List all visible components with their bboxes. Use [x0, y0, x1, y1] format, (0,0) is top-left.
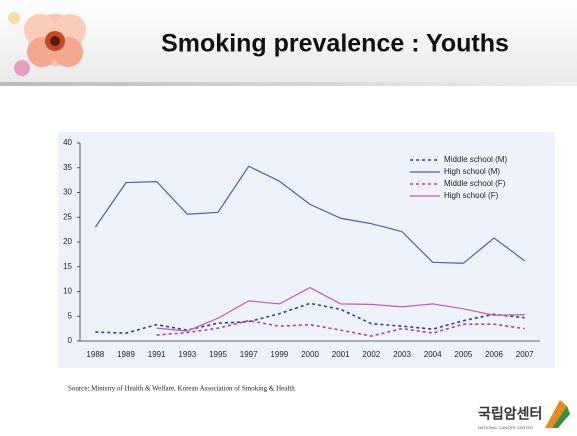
x-tick-label: 2002: [362, 350, 380, 359]
legend-label: High school (F): [444, 191, 499, 200]
y-tick-label: 0: [68, 336, 73, 345]
y-tick-label: 5: [68, 311, 73, 320]
chart-title: Smoking prevalence : Youths: [161, 30, 509, 58]
source-note: Source: Ministry of Health & Welfare, Ko…: [68, 385, 295, 393]
header-rule: [0, 82, 577, 86]
y-tick-label: 40: [63, 138, 72, 147]
x-tick-label: 2004: [424, 350, 442, 359]
x-tick-label: 1991: [148, 350, 166, 359]
y-tick-label: 20: [63, 237, 72, 246]
x-tick-label: 1989: [117, 350, 135, 359]
logo-mark: [545, 400, 570, 428]
x-tick-label: 2000: [301, 350, 319, 359]
y-tick-label: 10: [63, 287, 72, 296]
x-tick-label: 1999: [270, 350, 288, 359]
chart-area: [58, 132, 555, 368]
y-tick-label: 25: [63, 212, 72, 221]
series-line: [156, 319, 525, 337]
x-tick-label: 1997: [240, 350, 258, 359]
x-tick-label: 1993: [178, 350, 196, 359]
y-tick-label: 35: [63, 163, 72, 172]
x-tick-label: 2001: [332, 350, 350, 359]
series-line: [156, 286, 525, 332]
y-tick-label: 15: [63, 262, 72, 271]
series-line: [94, 165, 526, 264]
x-tick-label: 1995: [209, 350, 227, 359]
x-tick-label: 1988: [86, 350, 104, 359]
legend-label: Middle school (M): [444, 155, 507, 164]
y-tick-label: 30: [63, 188, 72, 197]
legend-label: High school (M): [444, 167, 500, 176]
x-tick-label: 2005: [454, 350, 472, 359]
logo-subtext: NATIONAL CANCER CENTER: [478, 425, 533, 430]
x-tick-label: 2006: [485, 350, 503, 359]
x-tick-label: 2003: [393, 350, 411, 359]
series-line: [95, 302, 525, 334]
logo-text: 국립암센터: [478, 406, 542, 422]
header-bg: [0, 0, 577, 84]
x-tick-label: 2007: [516, 350, 534, 359]
flower-decoration: [8, 12, 86, 76]
legend-label: Middle school (F): [444, 179, 506, 188]
